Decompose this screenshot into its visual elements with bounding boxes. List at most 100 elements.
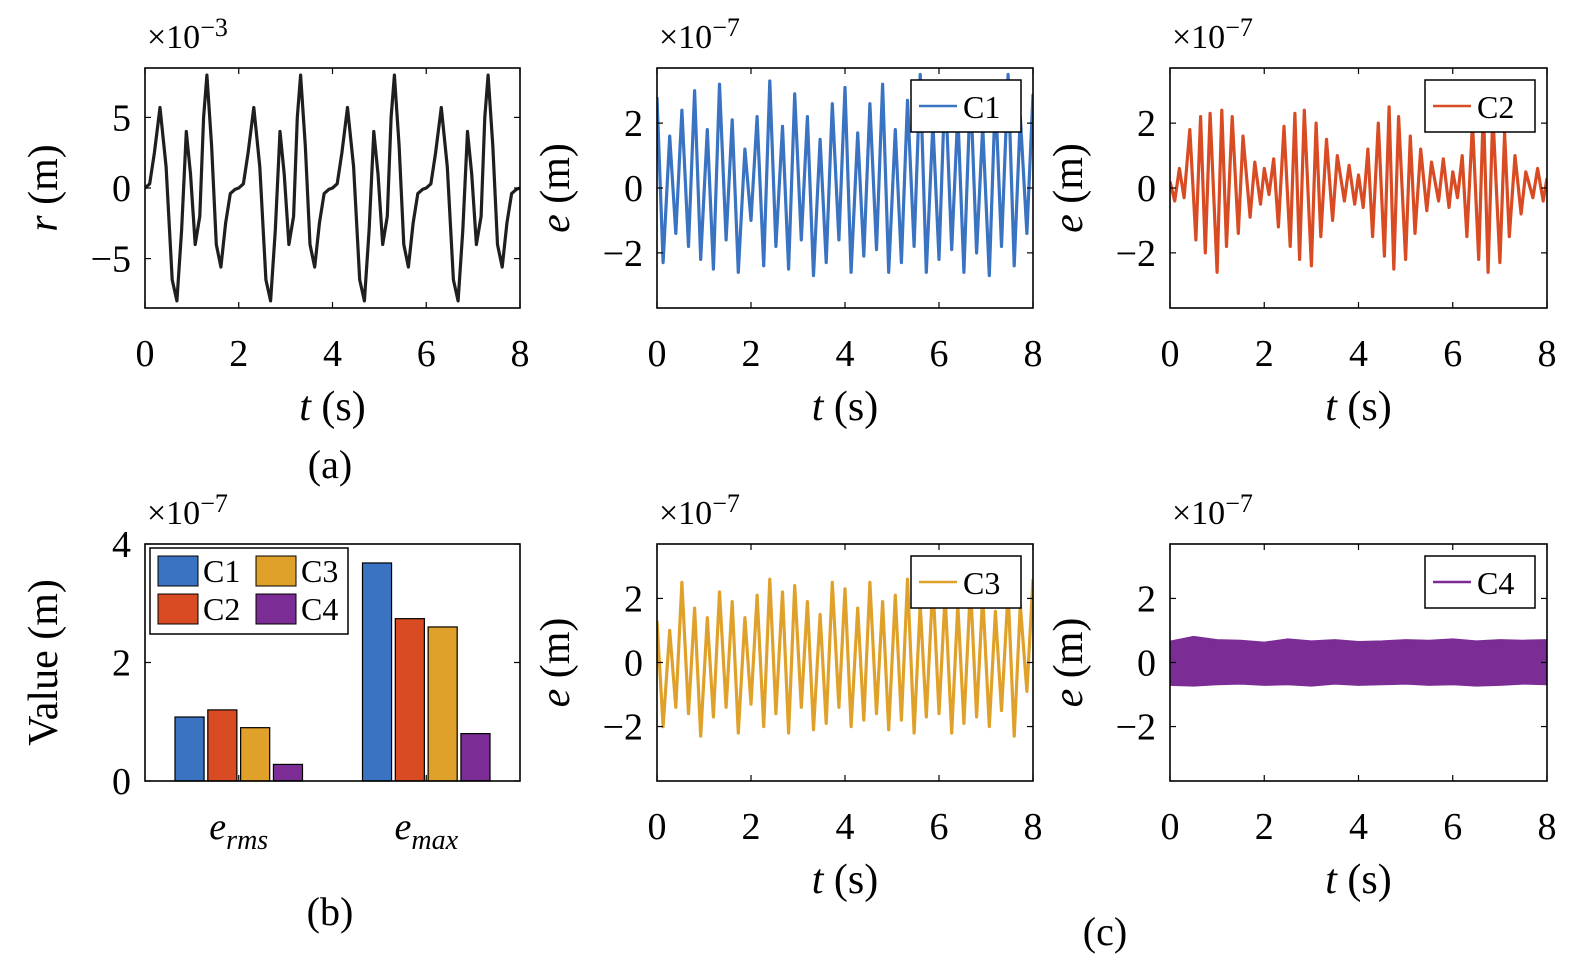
y-tick-label: 2	[1137, 103, 1156, 145]
legend-label: C4	[1477, 565, 1514, 601]
y-tick-label: 0	[624, 168, 643, 210]
axis-multiplier: ×10−3	[147, 13, 228, 56]
y-axis-unit: (m)	[533, 618, 579, 689]
y-axis-label: r (m)	[21, 144, 67, 232]
plot-area	[145, 73, 520, 303]
multiplier-base: ×10	[659, 19, 712, 56]
x-axis-label: t (s)	[1325, 857, 1392, 903]
bar-C4-rms	[272, 763, 304, 782]
chart-c4: 0 2 4 6 8 2 0 −2 ×10−7 e (m) t (s) C4	[1046, 489, 1557, 903]
y-tick-label: 0	[1137, 168, 1156, 210]
x-tick-label: 0	[648, 333, 667, 375]
x-tick-label: 4	[836, 806, 855, 848]
x-axis-unit: (s)	[823, 384, 878, 430]
y-tick-label: 0	[112, 168, 131, 210]
legend-swatch-C4	[255, 593, 297, 625]
y-axis-label: e (m)	[533, 143, 579, 233]
legend-label: C3	[963, 565, 1000, 601]
bar-C3-rms	[240, 727, 271, 782]
legend-label-C3: C3	[301, 553, 338, 589]
x-tick-label: 4	[1349, 333, 1368, 375]
x-category-label: emax	[394, 806, 458, 856]
bar-C3-max	[427, 626, 458, 782]
multiplier-base: ×10	[147, 19, 200, 56]
x-axis-unit: (s)	[311, 384, 366, 430]
y-axis-variable: r	[21, 215, 67, 232]
x-axis-variable: t	[812, 384, 825, 430]
x-tick-label: 4	[836, 333, 855, 375]
x-tick-label: 8	[1538, 333, 1557, 375]
panels: 0 2 4 6 850−5×10−3r (m)t (s)0 2 4 6 820−2×10−7e …	[21, 13, 1557, 903]
legend-swatch-C2	[157, 593, 199, 625]
panel-label-c: (c)	[1083, 909, 1127, 954]
chart-c1: 0 2 4 6 8 2 0 −2 ×10−7 e (m) t (s) C1	[533, 13, 1043, 430]
y-axis-variable: e	[533, 689, 579, 708]
x-tick-label: 0	[136, 333, 155, 375]
multiplier-exponent: −7	[1225, 13, 1253, 42]
x-axis-variable: t	[1325, 857, 1338, 903]
x-axis-label: t (s)	[812, 857, 879, 903]
legend-swatch-C1	[157, 555, 199, 587]
legend-label-C2: C2	[203, 591, 240, 627]
y-axis-variable: e	[1046, 214, 1092, 233]
chart-a: 0 2 4 6 8 5 0 −5 ×10−3 r (m) t (s)	[21, 13, 530, 430]
x-tick-label: 8	[511, 333, 530, 375]
multiplier-base: ×10	[1172, 495, 1225, 532]
legend-label-C4: C4	[301, 591, 338, 627]
x-tick-label: 2	[742, 806, 761, 848]
y-tick-label: −2	[1116, 233, 1156, 275]
x-axis-variable: t	[299, 384, 312, 430]
x-axis-variable: t	[1325, 384, 1338, 430]
x-tick-label: 6	[1443, 333, 1462, 375]
multiplier-exponent: −7	[1225, 489, 1253, 518]
x-tick-label: 0	[648, 806, 667, 848]
multiplier-base: ×10	[1172, 19, 1225, 56]
y-tick-label: 5	[112, 97, 131, 139]
axis-multiplier: ×10−7	[659, 489, 740, 532]
y-tick-label: −2	[603, 233, 643, 275]
y-tick-label: 2	[1137, 578, 1156, 620]
plot-area	[1170, 635, 1547, 687]
x-tick-label: 2	[229, 333, 248, 375]
multiplier-base: ×10	[659, 495, 712, 532]
axis-multiplier: ×10−7	[1172, 489, 1253, 532]
x-tick-label: 2	[1255, 333, 1274, 375]
x-axis-label: t (s)	[812, 384, 879, 430]
y-tick-label: −5	[91, 239, 131, 281]
x-axis-variable: t	[812, 857, 825, 903]
chart-c2: 0 2 4 6 8 2 0 −2 ×10−7 e (m) t (s) C2	[1046, 13, 1557, 430]
x-axis-label: t (s)	[299, 384, 366, 430]
multiplier-exponent: −3	[200, 13, 228, 42]
x-tick-label: 6	[930, 806, 949, 848]
legend-label: C1	[963, 89, 1000, 125]
y-axis-label: e (m)	[533, 618, 579, 708]
panel-label-b: (b)	[307, 889, 354, 934]
y-tick-label: 2	[624, 103, 643, 145]
x-category-label: erms	[209, 806, 268, 856]
y-tick-label: −2	[1116, 707, 1156, 749]
axis-multiplier: ×10−7	[1172, 13, 1253, 56]
category-subscript: max	[411, 825, 458, 856]
category-base: e	[394, 806, 411, 848]
multiplier-base: ×10	[147, 495, 200, 532]
y-tick-label: 2	[112, 643, 131, 685]
category-base: e	[209, 806, 226, 848]
y-axis-unit: (m)	[21, 144, 67, 215]
y-axis-unit: (m)	[533, 143, 579, 214]
y-axis-unit: (m)	[1046, 618, 1092, 689]
x-tick-label: 0	[1161, 333, 1180, 375]
x-axis-unit: (s)	[1337, 384, 1392, 430]
y-axis-label: e (m)	[1046, 618, 1092, 708]
y-tick-label: 0	[1137, 643, 1156, 685]
x-tick-label: 4	[323, 333, 342, 375]
category-subscript: rms	[226, 825, 268, 856]
x-axis-unit: (s)	[1337, 857, 1392, 903]
legend-label: C2	[1477, 89, 1514, 125]
panel-label-a: (a)	[308, 442, 352, 487]
bar-C4-max	[460, 732, 491, 782]
x-tick-label: 8	[1538, 806, 1557, 848]
bar-C2-rms	[207, 709, 238, 782]
x-tick-label: 2	[1255, 806, 1274, 848]
bar-C1-max	[361, 562, 393, 782]
y-axis-label: Value (m)	[21, 579, 67, 746]
